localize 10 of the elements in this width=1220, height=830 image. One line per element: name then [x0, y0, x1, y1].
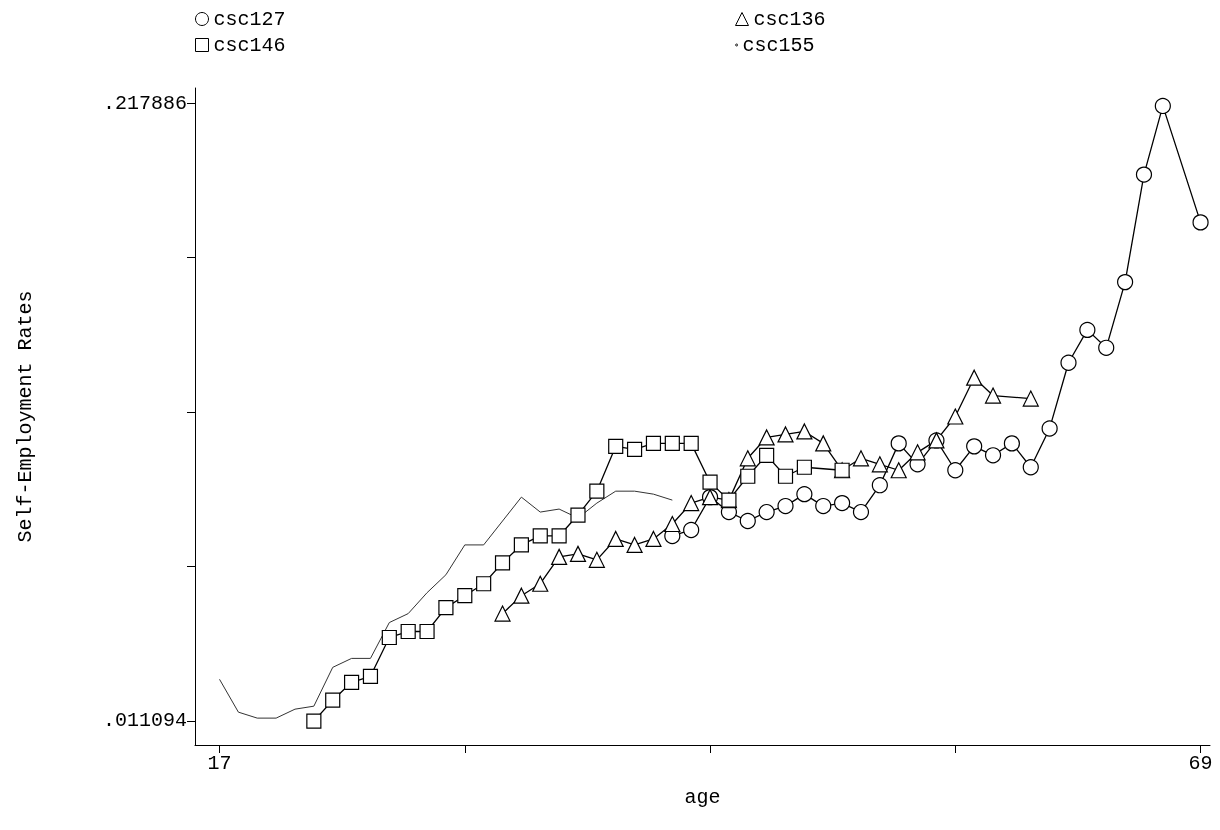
y-tick-label: .011094	[102, 709, 187, 733]
y-axis-title: Self-Employment Rates	[13, 290, 37, 543]
y-tick-label: .217886	[102, 91, 187, 115]
legend-label: csc136	[753, 7, 826, 31]
legend-label: csc146	[213, 33, 286, 57]
legend-label: csc127	[213, 7, 286, 31]
legend-label: csc155	[742, 33, 815, 57]
x-tick-label: 69	[1188, 751, 1213, 775]
x-axis-title: age	[684, 785, 721, 809]
x-tick-label: 17	[207, 751, 232, 775]
